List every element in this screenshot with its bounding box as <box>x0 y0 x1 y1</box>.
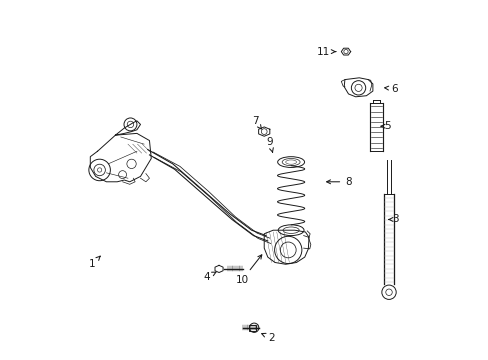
Text: 4: 4 <box>203 272 216 282</box>
Text: 5: 5 <box>380 121 390 131</box>
Text: 1: 1 <box>89 256 100 269</box>
Text: 8: 8 <box>326 177 351 187</box>
Text: 9: 9 <box>266 137 273 152</box>
Text: 3: 3 <box>388 215 398 224</box>
Text: 11: 11 <box>316 46 335 57</box>
Text: 2: 2 <box>261 333 274 343</box>
Text: 10: 10 <box>235 255 261 285</box>
Text: 7: 7 <box>251 116 261 129</box>
Text: 6: 6 <box>384 84 397 94</box>
